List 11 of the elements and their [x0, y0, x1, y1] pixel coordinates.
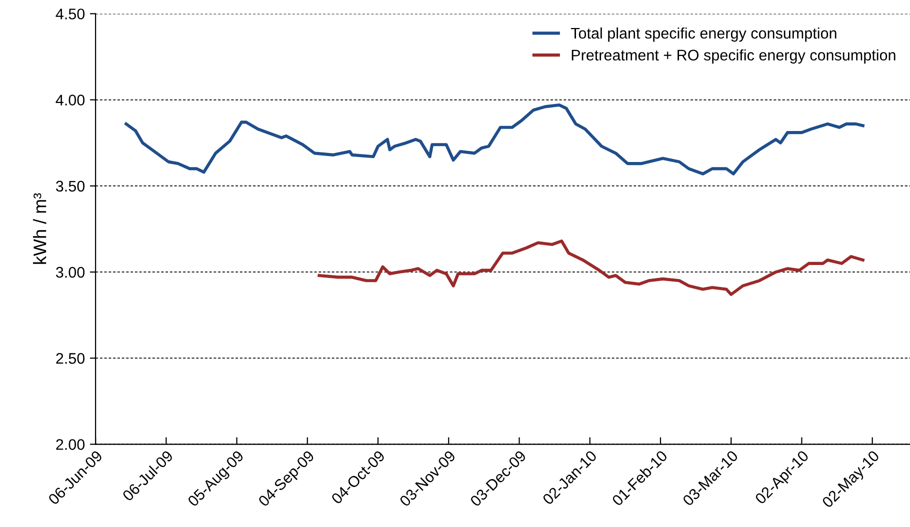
y-tick-label: 2.00	[56, 439, 85, 450]
y-tick-label: 4.50	[56, 8, 85, 20]
y-tick-label: 3.00	[56, 266, 85, 278]
line-series	[124, 103, 864, 176]
y-axis-title: kWh / m³	[33, 193, 46, 264]
y-tick-label: 3.50	[56, 180, 85, 192]
y-tick-label: 4.00	[56, 94, 85, 106]
y-tick-label: 2.50	[56, 353, 85, 364]
legend-label: Pretreatment + RO specific energy consumption	[572, 49, 896, 64]
legend-label: Total plant specific energy consumption	[570, 27, 836, 42]
line-series	[318, 240, 864, 296]
